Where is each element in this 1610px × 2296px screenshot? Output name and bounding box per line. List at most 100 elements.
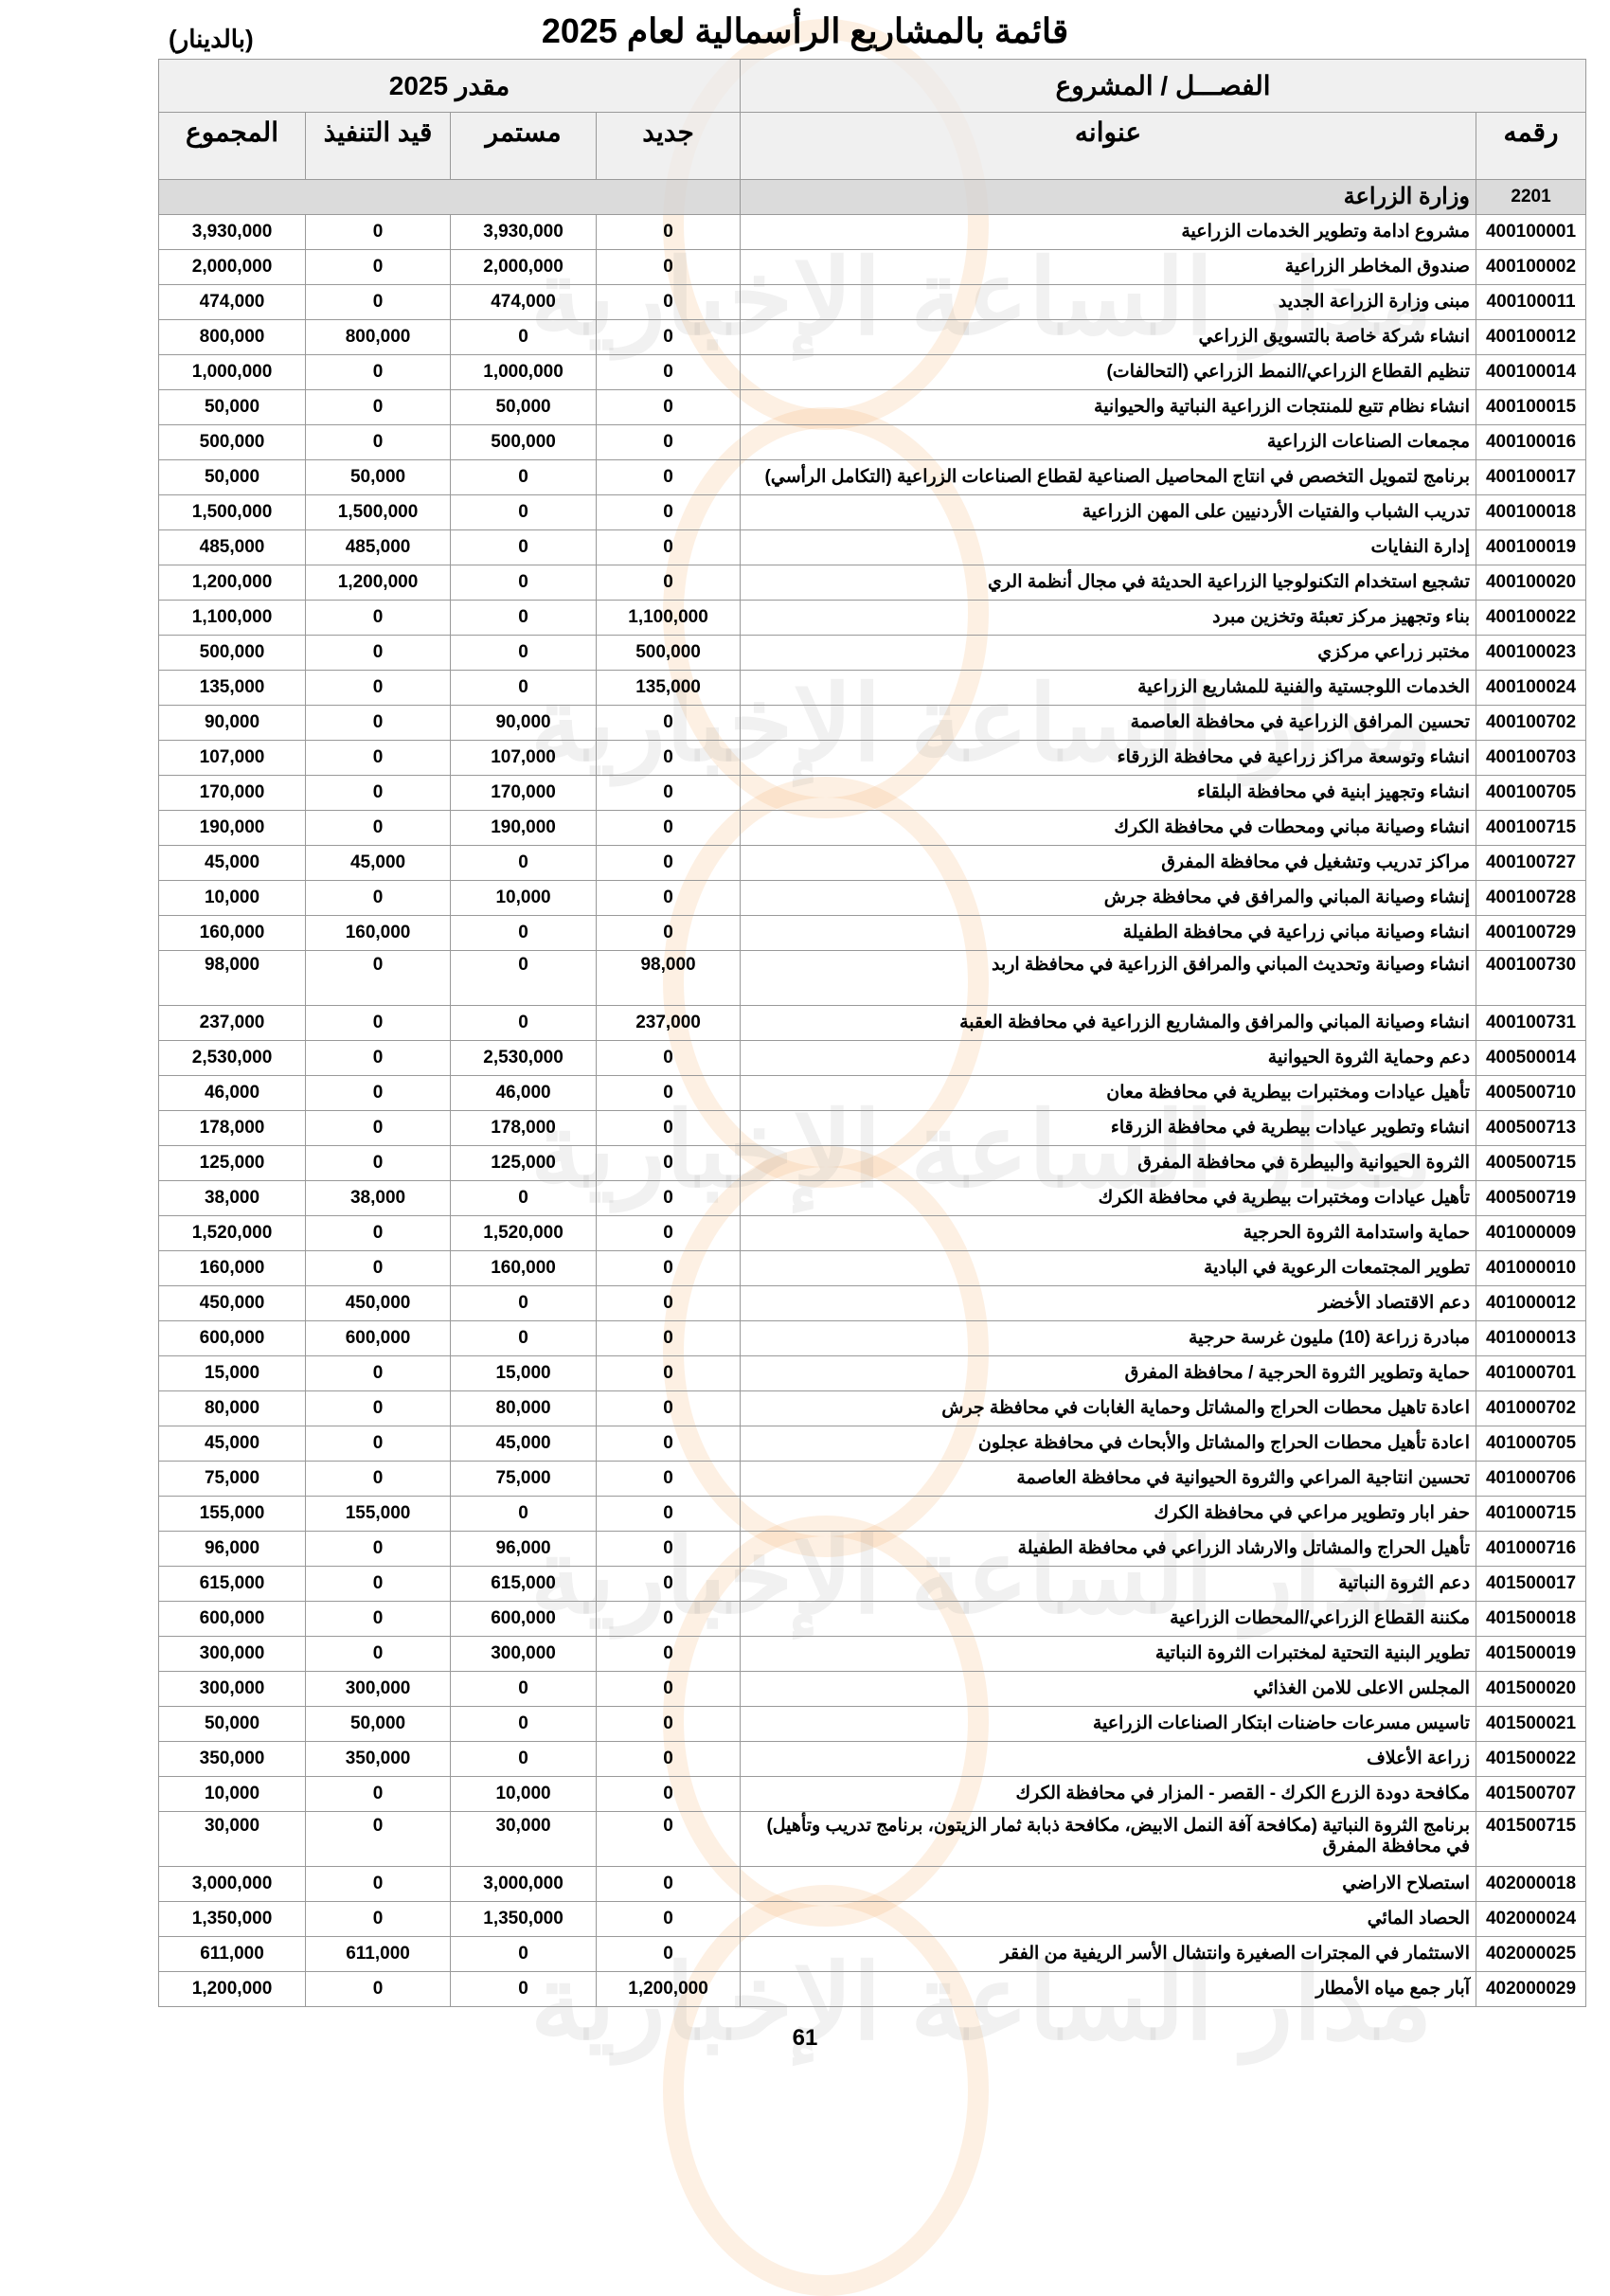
- project-code: 400100019: [1476, 529, 1587, 565]
- in-progress-amount: 0: [305, 284, 452, 320]
- project-code: 401000701: [1476, 1355, 1587, 1391]
- table-row: 401500018 مكننة القطاع الزراعي/المحطات ال…: [157, 1601, 1587, 1637]
- total-amount: 450,000: [157, 1285, 307, 1321]
- project-code: 401500018: [1476, 1601, 1587, 1637]
- in-progress-amount: 0: [305, 775, 452, 811]
- table-row: 400500713 انشاء وتطوير عيادات بيطرية في م…: [157, 1110, 1587, 1146]
- project-name: تحسين انتاجية المراعي والثروة الحيوانية …: [740, 1461, 1477, 1497]
- project-code: 401000702: [1476, 1390, 1587, 1426]
- table-row: 401000701 حماية وتطوير الثروة الحرجية / م…: [157, 1355, 1587, 1391]
- project-name: تأهيل عيادات ومختبرات بيطرية في محافظة ا…: [740, 1180, 1477, 1216]
- new-amount: 0: [596, 1496, 742, 1532]
- continuing-amount: 0: [450, 494, 598, 530]
- table-row: 402000024 الحصاد المائي 0 1,350,000 0 1,350,0…: [157, 1901, 1587, 1937]
- project-name: تاسيس مسرعات حاضنات ابتكار الصناعات الزر…: [740, 1706, 1477, 1742]
- in-progress-amount: 0: [305, 1355, 452, 1391]
- continuing-amount: 10,000: [450, 1776, 598, 1812]
- new-amount: 0: [596, 319, 742, 355]
- in-progress-amount: 0: [305, 740, 452, 776]
- continuing-amount: 0: [450, 1320, 598, 1356]
- table-row: 401500715 برنامج الثروة النباتية (مكافحة …: [157, 1811, 1587, 1867]
- new-amount: 0: [596, 1390, 742, 1426]
- table-row: 400500014 دعم وحماية الثروة الحيوانية 0 2,5…: [157, 1040, 1587, 1076]
- project-name: صندوق المخاطر الزراعية: [740, 249, 1477, 285]
- table-row: 400100705 انشاء وتجهيز ابنية في محافظة ال…: [157, 775, 1587, 811]
- total-amount: 350,000: [157, 1741, 307, 1777]
- table-row: 401000706 تحسين انتاجية المراعي والثروة ا…: [157, 1461, 1587, 1497]
- total-amount: 300,000: [157, 1636, 307, 1672]
- project-name: انشاء وتجهيز ابنية في محافظة البلقاء: [740, 775, 1477, 811]
- new-amount: 0: [596, 424, 742, 460]
- continuing-amount: 90,000: [450, 705, 598, 741]
- continuing-amount: 600,000: [450, 1601, 598, 1637]
- project-name: اعادة تاهيل محطات الحراج والمشاتل وحماية…: [740, 1390, 1477, 1426]
- total-amount: 178,000: [157, 1110, 307, 1146]
- new-amount: 0: [596, 1426, 742, 1462]
- project-code: 400100705: [1476, 775, 1587, 811]
- total-amount: 800,000: [157, 319, 307, 355]
- in-progress-amount: 485,000: [305, 529, 452, 565]
- new-amount: 0: [596, 705, 742, 741]
- table-row: 400100728 إنشاء وصيانة المباني والمرافق ف…: [157, 880, 1587, 916]
- new-amount: 0: [596, 775, 742, 811]
- table-row: 400100012 انشاء شركة خاصة بالتسويق الزراع…: [157, 319, 1587, 355]
- continuing-amount: 0: [450, 1936, 598, 1972]
- project-name: انشاء وصيانة المباني والمرافق والمشاريع …: [740, 1005, 1477, 1041]
- continuing-amount: 46,000: [450, 1075, 598, 1111]
- project-name: برنامج لتمويل التخصص في انتاج المحاصيل ا…: [740, 459, 1477, 495]
- project-code: 401000013: [1476, 1320, 1587, 1356]
- total-amount: 45,000: [157, 1426, 307, 1462]
- total-amount: 600,000: [157, 1320, 307, 1356]
- in-progress-amount: 0: [305, 670, 452, 706]
- project-name: انشاء وتوسعة مراكز زراعية في محافظة الزر…: [740, 740, 1477, 776]
- table-row: 400100017 برنامج لتمويل التخصص في انتاج ا…: [157, 459, 1587, 495]
- new-amount: 0: [596, 1601, 742, 1637]
- in-progress-amount: 800,000: [305, 319, 452, 355]
- project-code: 401500020: [1476, 1671, 1587, 1707]
- table-row: 401000010 تطوير المجتمعات الرعوية في البا…: [157, 1250, 1587, 1286]
- project-name: إنشاء وصيانة المباني والمرافق في محافظة …: [740, 880, 1477, 916]
- project-code: 401500019: [1476, 1636, 1587, 1672]
- estimate-header: مقدر 2025: [157, 59, 742, 113]
- project-name: مختبر زراعي مركزي: [740, 635, 1477, 671]
- continuing-amount: 0: [450, 950, 598, 1006]
- section-row: 2201 وزارة الزراعة: [157, 179, 1587, 215]
- project-code: 400100017: [1476, 459, 1587, 495]
- continuing-amount: 0: [450, 600, 598, 636]
- project-name: مكننة القطاع الزراعي/المحطات الزراعية: [740, 1601, 1477, 1637]
- project-name: إدارة النفايات: [740, 529, 1477, 565]
- new-amount: 0: [596, 1936, 742, 1972]
- table-row: 400100702 تحسين المرافق الزراعية في محافظ…: [157, 705, 1587, 741]
- project-code: 402000024: [1476, 1901, 1587, 1937]
- project-code: 400100011: [1476, 284, 1587, 320]
- project-code: 401000009: [1476, 1215, 1587, 1251]
- continuing-amount: 10,000: [450, 880, 598, 916]
- section-code: 2201: [1476, 179, 1587, 215]
- in-progress-amount: 1,500,000: [305, 494, 452, 530]
- in-progress-amount: 0: [305, 1531, 452, 1567]
- in-progress-amount: 1,200,000: [305, 565, 452, 601]
- new-amount: 1,100,000: [596, 600, 742, 636]
- in-progress-amount: 160,000: [305, 915, 452, 951]
- table-row: 400100020 تشجيع استخدام التكنولوجيا الزرا…: [157, 565, 1587, 601]
- total-amount: 155,000: [157, 1496, 307, 1532]
- total-amount: 50,000: [157, 459, 307, 495]
- new-header: جديد: [596, 112, 742, 180]
- table-row: 400500710 تأهيل عيادات ومختبرات بيطرية في…: [157, 1075, 1587, 1111]
- project-name: حماية وتطوير الثروة الحرجية / محافظة الم…: [740, 1355, 1477, 1391]
- total-amount: 160,000: [157, 1250, 307, 1286]
- in-progress-amount: 450,000: [305, 1285, 452, 1321]
- continuing-amount: 1,000,000: [450, 354, 598, 390]
- continuing-amount: 30,000: [450, 1811, 598, 1867]
- continuing-amount: 1,350,000: [450, 1901, 598, 1937]
- continuing-amount: 160,000: [450, 1250, 598, 1286]
- continuing-amount: 15,000: [450, 1355, 598, 1391]
- table-row: 402000025 الاستثمار في المجترات الصغيرة و…: [157, 1936, 1587, 1972]
- in-progress-amount: 600,000: [305, 1320, 452, 1356]
- project-code: 401500021: [1476, 1706, 1587, 1742]
- project-code: 401000716: [1476, 1531, 1587, 1567]
- project-name: تشجيع استخدام التكنولوجيا الزراعية الحدي…: [740, 565, 1477, 601]
- continuing-amount: 615,000: [450, 1566, 598, 1602]
- table-row: 400100022 بناء وتجهيز مركز تعبئة وتخزين م…: [157, 600, 1587, 636]
- new-amount: 0: [596, 389, 742, 425]
